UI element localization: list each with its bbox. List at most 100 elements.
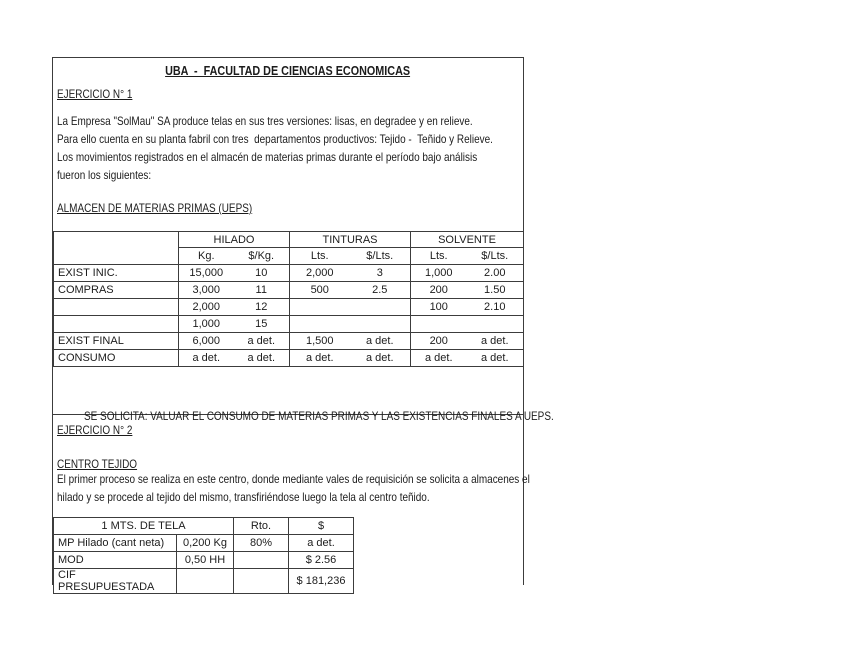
exercise1-intro-section: UBA - FACULTAD DE CIENCIAS ECONOMICAS EJ… — [53, 58, 523, 231]
exercise2-heading-row: EJERCICIO N° 2 — [57, 421, 148, 439]
se-solicita-note: SE SOLICITA: VALUAR EL CONSUMO DE MATERI… — [83, 409, 554, 423]
unit-header: $/Lts. — [349, 247, 411, 265]
paragraph-line: fueron los siguientes: — [57, 168, 152, 182]
value-cell: a det. — [349, 349, 411, 367]
cost-table: 1 MTS. DE TELA Rto. $ MP Hilado (cant ne… — [53, 517, 354, 594]
cost-table-header-rto: Rto. — [233, 517, 289, 535]
exercise2-section: EJERCICIO N° 2 CENTRO TEJIDO El primer p… — [53, 415, 530, 594]
centro-tejido-row: CENTRO TEJIDO — [57, 455, 153, 473]
value-cell: 3 — [349, 264, 411, 282]
exercise1-heading-row: EJERCICIO N° 1 — [57, 85, 148, 103]
value-cell: 1,500 — [289, 332, 350, 350]
table-row: MOD 0,50 HH $ 2.56 — [53, 551, 354, 569]
exercise1-heading: EJERCICIO N° 1 — [57, 87, 133, 101]
table-row: HILADO TINTURAS SOLVENTE — [53, 231, 524, 265]
row-label-cell: CIF PRESUPUESTADA — [53, 568, 177, 594]
unit-header: Lts. — [410, 247, 467, 265]
paragraph-line: Los movimientos registrados en el almacé… — [57, 150, 478, 164]
value-cell: a det. — [289, 349, 350, 367]
value-cell: a det. — [349, 332, 411, 350]
cost-table-header-tela: 1 MTS. DE TELA — [53, 517, 234, 535]
value-cell: 80% — [233, 534, 289, 552]
value-cell — [410, 315, 467, 333]
value-cell: a det. — [233, 332, 290, 350]
value-cell: $ 2.56 — [288, 551, 354, 569]
value-cell: 15,000 — [178, 264, 234, 282]
value-cell: 1,000 — [178, 315, 234, 333]
value-cell: 11 — [233, 281, 290, 299]
centro-tejido-subtitle: CENTRO TEJIDO — [57, 457, 138, 471]
document-panel: UBA - FACULTAD DE CIENCIAS ECONOMICAS EJ… — [52, 57, 553, 594]
value-cell: 2,000 — [289, 264, 350, 282]
value-cell: 1.50 — [466, 281, 524, 299]
doc-title-row: UBA - FACULTAD DE CIENCIAS ECONOMICAS — [53, 62, 523, 80]
unit-header: Kg. — [178, 247, 234, 265]
table-row: CIF PRESUPUESTADA $ 181,236 — [53, 568, 354, 594]
table-row: COMPRAS 3,000 11 500 2.5 200 1.50 — [53, 281, 524, 299]
group-header-solvente: SOLVENTE — [410, 231, 524, 248]
almacen-subtitle-row: ALMACEN DE MATERIAS PRIMAS (UEPS) — [57, 199, 292, 217]
se-solicita-section: SE SOLICITA: VALUAR EL CONSUMO DE MATERI… — [53, 367, 553, 423]
unit-header: Lts. — [289, 247, 350, 265]
value-cell: 500 — [289, 281, 350, 299]
value-cell: 15 — [233, 315, 290, 333]
exercise1-paragraph: La Empresa "SolMau" SA produce telas en … — [57, 112, 582, 184]
value-cell: 3,000 — [178, 281, 234, 299]
value-cell: 200 — [410, 281, 467, 299]
value-cell: a det. — [178, 349, 234, 367]
value-cell: a det. — [466, 332, 524, 350]
unit-header: $/Kg. — [233, 247, 290, 265]
value-cell: 2.10 — [466, 298, 524, 316]
value-cell: 1,000 — [410, 264, 467, 282]
value-cell: 200 — [410, 332, 467, 350]
value-cell: $ 181,236 — [288, 568, 354, 594]
value-cell: a det. — [466, 349, 524, 367]
value-cell: a det. — [410, 349, 467, 367]
value-cell: 2.5 — [349, 281, 411, 299]
group-header-tinturas: TINTURAS — [289, 231, 411, 248]
row-label-cell: EXIST FINAL — [53, 332, 179, 350]
value-cell — [233, 551, 289, 569]
value-cell: a det. — [288, 534, 354, 552]
paragraph-line: hilado y se procede al tejido del mismo,… — [57, 490, 430, 504]
row-label-cell: COMPRAS — [53, 281, 179, 299]
value-cell — [289, 298, 350, 316]
unit-header: $/Lts. — [466, 247, 524, 265]
value-cell — [349, 298, 411, 316]
table-row: EXIST FINAL 6,000 a det. 1,500 a det. 20… — [53, 332, 524, 350]
table-row: MP Hilado (cant neta) 0,200 Kg 80% a det… — [53, 534, 354, 552]
materials-table: HILADO TINTURAS SOLVENTE Kg. $/Kg. Lts. … — [53, 231, 524, 367]
row-label-cell: MOD — [53, 551, 177, 569]
value-cell — [349, 315, 411, 333]
paragraph-line: Para ello cuenta en su planta fabril con… — [57, 132, 493, 146]
row-label-cell — [53, 315, 179, 333]
value-cell: 6,000 — [178, 332, 234, 350]
cost-table-header-amount: $ — [288, 517, 354, 535]
paragraph-line: El primer proceso se realiza en este cen… — [57, 472, 530, 486]
table-row: 2,000 12 100 2.10 — [53, 298, 524, 316]
value-cell: 0,50 HH — [176, 551, 234, 569]
value-cell: a det. — [233, 349, 290, 367]
row-label-cell: EXIST INIC. — [53, 264, 179, 282]
value-cell — [466, 315, 524, 333]
row-label-cell: MP Hilado (cant neta) — [53, 534, 177, 552]
exercise2-heading: EJERCICIO N° 2 — [57, 423, 133, 437]
value-cell: 2.00 — [466, 264, 524, 282]
value-cell: 12 — [233, 298, 290, 316]
row-label-cell: CONSUMO — [53, 349, 179, 367]
paragraph-line: La Empresa "SolMau" SA produce telas en … — [57, 114, 473, 128]
group-header-hilado: HILADO — [178, 231, 290, 248]
table-row: CONSUMO a det. a det. a det. a det. a de… — [53, 349, 524, 367]
table-row: 1 MTS. DE TELA Rto. $ — [53, 517, 354, 535]
value-cell: 10 — [233, 264, 290, 282]
table-row: EXIST INIC. 15,000 10 2,000 3 1,000 2.00 — [53, 264, 524, 282]
almacen-subtitle: ALMACEN DE MATERIAS PRIMAS (UEPS) — [57, 201, 253, 215]
value-cell: 0,200 Kg — [176, 534, 234, 552]
table-row: 1,000 15 — [53, 315, 524, 333]
corner-cell — [53, 231, 179, 265]
doc-title: UBA - FACULTAD DE CIENCIAS ECONOMICAS — [165, 63, 411, 78]
value-cell: 2,000 — [178, 298, 234, 316]
value-cell — [176, 568, 234, 594]
row-label-cell — [53, 298, 179, 316]
